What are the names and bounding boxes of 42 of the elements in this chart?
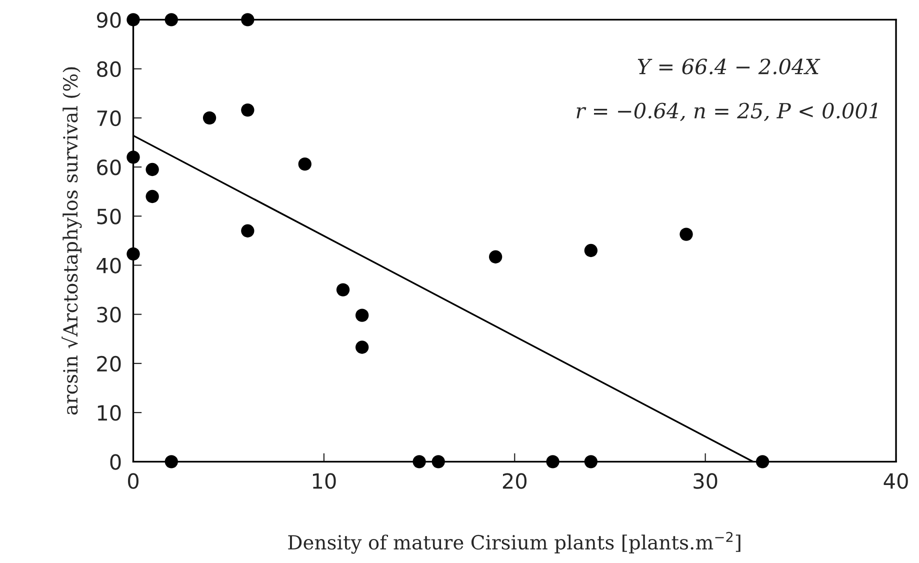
x-tick-label: 10 xyxy=(312,473,336,489)
y-tick-label: 40 xyxy=(96,258,121,274)
point xyxy=(241,224,254,238)
y-tick-label: 60 xyxy=(97,159,121,176)
y-tick-label: 0 xyxy=(110,454,121,470)
point xyxy=(546,455,560,468)
point xyxy=(412,455,426,468)
point xyxy=(298,157,312,171)
point xyxy=(146,190,159,204)
point xyxy=(164,13,178,26)
y-tick-label: 50 xyxy=(97,208,121,224)
y-tick-label: 10 xyxy=(98,405,121,421)
y-tick-label: 70 xyxy=(97,110,121,126)
point xyxy=(584,244,598,258)
point xyxy=(126,150,140,164)
y-tick-label: 20 xyxy=(97,356,121,372)
point xyxy=(146,162,159,176)
x-tick-label: 0 xyxy=(128,473,138,489)
y-tick-label: 90 xyxy=(96,12,121,28)
point xyxy=(126,13,140,26)
point xyxy=(356,308,369,322)
annotation: r = −0.64, n = 25, P < 0.001 xyxy=(576,102,878,122)
point xyxy=(241,13,254,26)
point xyxy=(432,455,445,468)
point xyxy=(356,340,369,354)
point xyxy=(241,103,254,117)
point xyxy=(488,250,502,264)
point xyxy=(164,455,178,468)
annotation: Y = 66.4 − 2.04X xyxy=(638,58,820,74)
x-axis-title: Density of mature Cirsium plants [plants.m$^{−2}$] xyxy=(288,532,740,554)
point xyxy=(202,111,216,125)
y-tick-label: 80 xyxy=(97,61,121,78)
point xyxy=(584,455,598,468)
point xyxy=(756,455,770,468)
x-tick-label: 40 xyxy=(884,473,908,489)
point xyxy=(680,228,693,241)
x-tick-label: 30 xyxy=(694,473,718,489)
x-tick-label: 20 xyxy=(502,473,527,489)
y-axis-title: arcsin √Arctostaphylos survival (%) xyxy=(62,67,82,415)
y-tick-label: 30 xyxy=(97,306,121,323)
point xyxy=(336,283,350,296)
point xyxy=(126,247,140,261)
